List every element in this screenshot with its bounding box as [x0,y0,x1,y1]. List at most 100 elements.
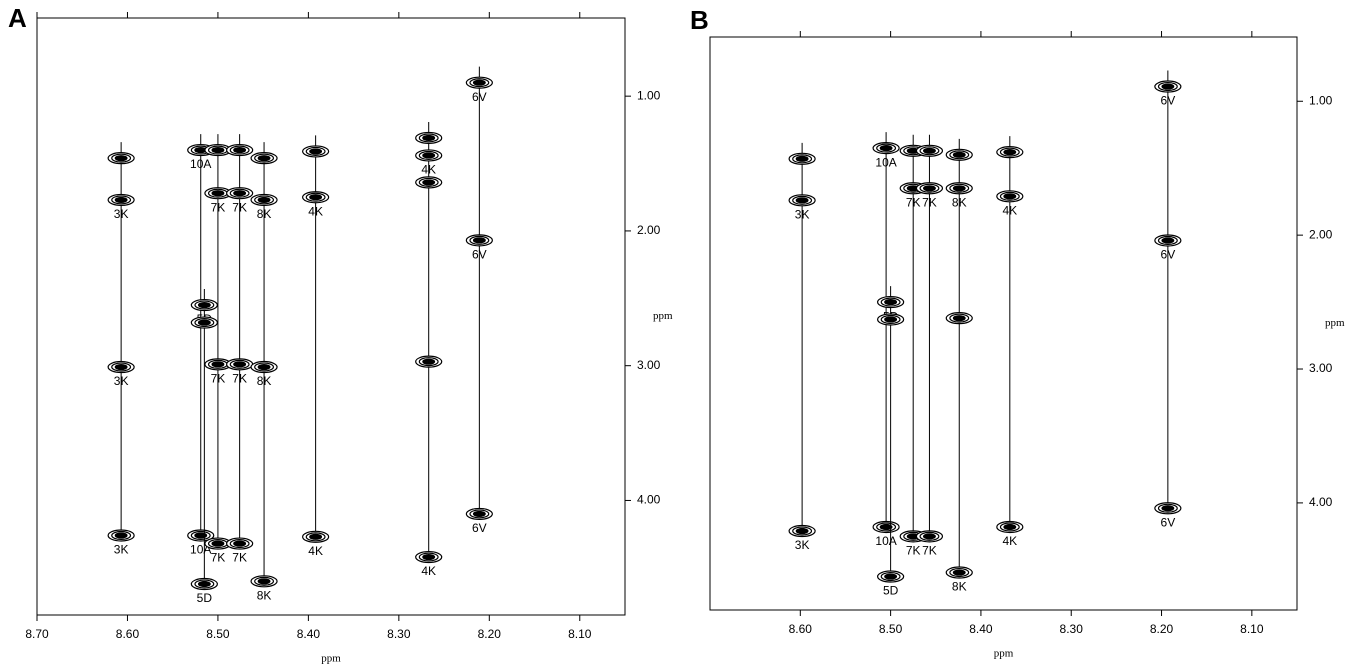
contour-ring [114,532,128,539]
contour-ring [922,533,936,540]
cross-peak [415,131,443,145]
x-tick-label: 8.70 [25,627,49,641]
contour-ring [922,147,936,154]
cross-peak [107,360,135,374]
peak-label: 4K [308,544,323,558]
contour-ring [257,155,271,162]
contour-ring [197,301,211,309]
peak-label: 7K [232,551,247,565]
cross-peak [1154,502,1182,515]
cross-peak [226,358,254,371]
contour-ring [233,190,247,197]
x-tick-label: 8.40 [297,627,321,641]
contour-ring [884,299,898,306]
cross-peak [302,145,330,158]
cross-peak [945,182,973,195]
cross-peak [250,193,278,207]
contour-ring [197,319,211,326]
cross-peak [915,530,944,543]
contour-ring [309,148,323,155]
peak-label: 5D [197,591,213,605]
cross-peak [877,570,905,583]
contour-ring [114,196,128,204]
panel-label: B [690,5,709,35]
cross-peak [250,360,278,374]
cross-peak [465,76,493,89]
y-tick-label: 3.00 [637,358,661,372]
x-tick-label: 8.50 [879,622,903,636]
contour-ring [233,540,247,547]
cross-peak [415,550,443,564]
peak-label: 6V [1161,94,1176,108]
contour-ring [211,361,225,368]
contour-ring [197,580,211,588]
cross-peak [250,152,278,165]
x-tick-label: 8.40 [969,622,993,636]
contour-ring [879,523,893,531]
cross-peak [204,187,232,200]
peak-label: 8K [257,588,272,602]
y-tick-label: 4.00 [1309,495,1333,509]
contour-ring [114,155,128,162]
contour-ring [233,146,247,154]
peak-label: 4K [421,163,436,177]
cross-peak [187,529,215,542]
peak-label: 7K [906,544,921,558]
contour-ring [233,361,247,368]
contour-ring [952,151,966,158]
cross-peak [190,298,218,312]
contour-ring [114,363,128,371]
x-tick-label: 8.10 [1240,622,1264,636]
contour-ring [257,196,271,204]
peak-label: 7K [922,195,937,209]
x-tick-label: 8.30 [387,627,411,641]
peak-label: 6V [472,521,487,535]
x-tick-label: 8.20 [478,627,502,641]
peak-label: 3K [114,374,129,388]
cross-peak [877,313,905,326]
panel-label: A [8,3,27,33]
peak-label: 3K [114,543,129,557]
peak-label: 4K [421,564,436,578]
x-tick-label: 8.30 [1060,622,1084,636]
contour-ring [211,190,225,197]
peak-label: 10A [875,534,896,548]
contour-ring [211,540,225,547]
cross-peak [1154,80,1182,93]
y-tick-label: 1.00 [1309,93,1333,107]
x-tick-label: 8.50 [206,627,230,641]
contour-ring [922,185,936,192]
y-axis-label: ppm [653,310,673,322]
x-axis-label: ppm [994,648,1014,660]
peak-label: 7K [232,372,247,386]
peak-label: 6V [472,90,487,104]
contour-ring [472,510,486,518]
peak-label: 7K [922,544,937,558]
peak-label: 8K [952,580,967,594]
contour-ring [309,533,323,540]
peak-label: 8K [257,207,272,221]
contour-ring [1003,149,1017,156]
cross-peak [915,182,944,195]
contour-ring [422,179,436,186]
peak-label: 6V [1161,248,1176,262]
x-tick-label: 8.10 [568,627,592,641]
peak-label: 5D [883,584,899,598]
cross-peak [872,520,900,534]
cross-peak [996,520,1024,534]
contour-ring [952,315,966,322]
cross-peak [415,149,443,162]
cross-peak [415,355,443,368]
contour-ring [884,316,898,323]
cross-peak [915,144,944,157]
x-tick-label: 8.60 [789,622,813,636]
contour-ring [422,134,436,142]
y-tick-label: 3.00 [1309,361,1333,375]
cross-peak [945,566,973,579]
cross-peak [996,190,1024,203]
x-tick-label: 8.60 [116,627,140,641]
contour-ring [795,527,809,535]
